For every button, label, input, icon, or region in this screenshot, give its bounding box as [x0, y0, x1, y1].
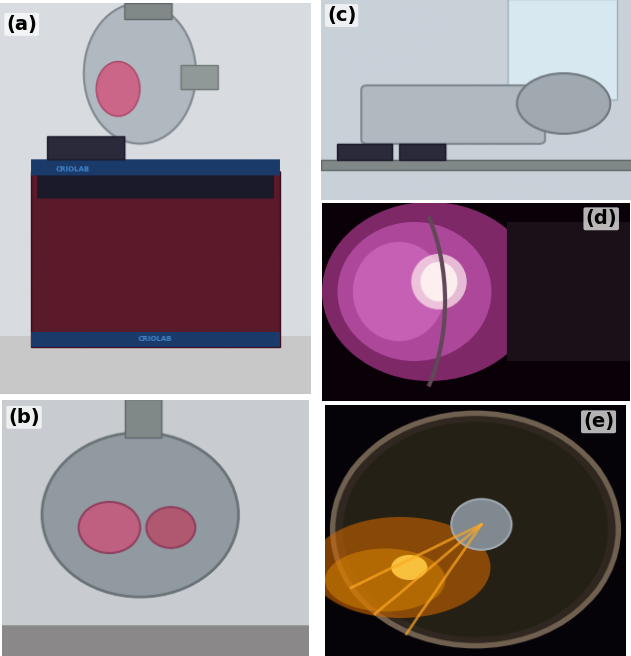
Text: (d): (d) — [586, 209, 617, 228]
Text: (a): (a) — [6, 15, 37, 34]
Text: (e): (e) — [583, 412, 614, 431]
Text: (c): (c) — [327, 6, 357, 25]
Text: (b): (b) — [8, 408, 40, 427]
